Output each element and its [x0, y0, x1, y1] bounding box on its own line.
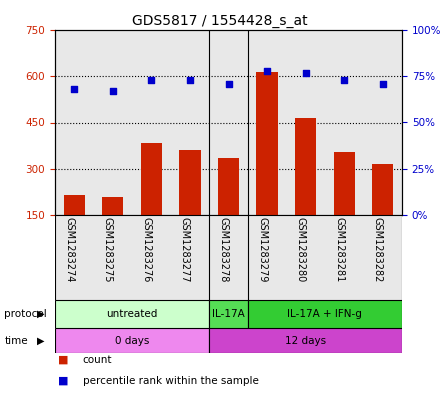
Bar	[55, 300, 209, 328]
Point	[302, 70, 309, 76]
Text: ▶: ▶	[37, 336, 45, 345]
Text: GSM1283282: GSM1283282	[373, 217, 383, 282]
Point	[148, 77, 155, 83]
Text: percentile rank within the sample: percentile rank within the sample	[83, 376, 259, 386]
Point	[71, 86, 78, 92]
Bar	[141, 143, 162, 215]
Text: IL-17A: IL-17A	[212, 309, 245, 319]
Text: 12 days: 12 days	[285, 336, 326, 345]
Text: untreated: untreated	[106, 309, 158, 319]
Bar	[180, 150, 201, 215]
Text: protocol: protocol	[4, 309, 47, 319]
Point	[109, 88, 116, 94]
Text: ▶: ▶	[37, 309, 45, 319]
Text: ■: ■	[59, 355, 69, 365]
Bar	[218, 158, 239, 215]
Point	[264, 68, 271, 74]
Bar	[248, 300, 402, 328]
Bar	[55, 328, 209, 353]
Bar	[257, 72, 278, 215]
Bar	[209, 300, 248, 328]
Point	[225, 81, 232, 87]
Text: count: count	[83, 355, 112, 365]
Text: GSM1283277: GSM1283277	[180, 217, 190, 282]
Text: 0 days: 0 days	[115, 336, 149, 345]
Text: GSM1283275: GSM1283275	[103, 217, 113, 282]
Text: GSM1283280: GSM1283280	[296, 217, 306, 282]
Text: GSM1283279: GSM1283279	[257, 217, 267, 282]
Text: GSM1283278: GSM1283278	[219, 217, 228, 282]
Point	[379, 81, 386, 87]
Bar	[372, 164, 393, 215]
Bar	[209, 328, 402, 353]
Text: GSM1283274: GSM1283274	[64, 217, 74, 282]
Bar	[295, 118, 316, 215]
Text: IL-17A + IFN-g: IL-17A + IFN-g	[287, 309, 362, 319]
Text: GSM1283276: GSM1283276	[141, 217, 151, 282]
Bar	[102, 196, 124, 215]
Bar	[334, 152, 355, 215]
Text: GDS5817 / 1554428_s_at: GDS5817 / 1554428_s_at	[132, 14, 308, 28]
Bar	[64, 195, 85, 215]
Point	[187, 77, 194, 83]
Text: GSM1283281: GSM1283281	[334, 217, 344, 282]
Bar	[55, 215, 402, 300]
Point	[341, 77, 348, 83]
Text: ■: ■	[59, 376, 69, 386]
Text: time: time	[4, 336, 28, 345]
